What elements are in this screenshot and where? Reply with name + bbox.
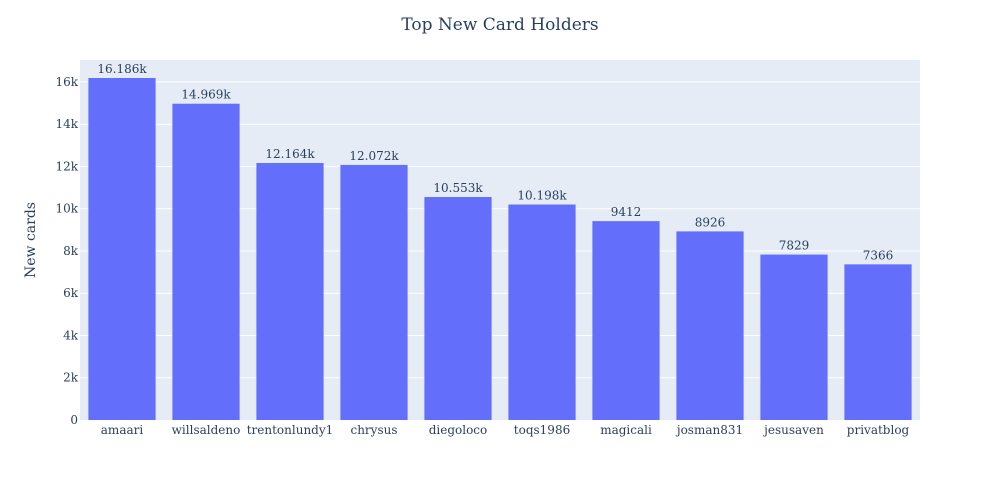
x-tick-label: diegoloco	[429, 423, 488, 437]
data-label: 7366	[863, 248, 894, 262]
y-tick-label: 10k	[55, 202, 78, 216]
data-label: 16.186k	[97, 62, 147, 76]
y-tick-label: 8k	[63, 244, 79, 258]
bar	[172, 103, 240, 420]
bar	[844, 264, 912, 420]
y-tick-label: 0	[70, 413, 78, 427]
data-label: 8926	[695, 215, 726, 229]
x-tick-label: jesusaven	[762, 423, 824, 437]
bar	[340, 164, 408, 420]
y-axis-title: New cards	[23, 202, 39, 278]
x-tick-label: willsaldeno	[172, 423, 241, 437]
x-tick-label: magicali	[600, 423, 652, 437]
x-tick-label: josman831	[675, 423, 743, 437]
y-tick-label: 14k	[55, 117, 78, 131]
bar	[256, 162, 324, 420]
data-label: 10.553k	[433, 181, 483, 195]
data-label: 10.198k	[517, 189, 567, 203]
y-tick-label: 16k	[55, 75, 78, 89]
data-label: 14.969k	[181, 88, 231, 102]
x-tick-label: toqs1986	[514, 423, 570, 437]
data-label: 12.164k	[265, 147, 315, 161]
y-tick-label: 12k	[55, 159, 78, 173]
y-axis-ticks: 0 2k 4k 6k 8k 10k 12k 14k 16k	[55, 75, 78, 427]
bar	[508, 204, 576, 420]
x-tick-label: privatblog	[847, 423, 910, 437]
x-axis-ticks: amaari willsaldeno trentonlundy1 chrysus die…	[101, 423, 910, 437]
bar	[592, 221, 660, 420]
y-tick-label: 4k	[63, 328, 79, 342]
bar	[88, 78, 156, 421]
data-label: 12.072k	[349, 149, 399, 163]
chart-title: Top New Card Holders	[401, 15, 598, 35]
data-labels: 16.186k 14.969k 12.164k 12.072k 10.553k 10.19…	[97, 62, 893, 262]
bar	[424, 197, 492, 420]
x-tick-label: trentonlundy1	[247, 423, 334, 437]
x-tick-label: chrysus	[350, 423, 397, 437]
bar	[760, 254, 828, 420]
bar	[676, 231, 744, 420]
data-label: 9412	[611, 205, 642, 219]
x-tick-label: amaari	[101, 423, 144, 437]
bars	[88, 78, 912, 421]
y-tick-label: 2k	[63, 371, 79, 385]
y-tick-label: 6k	[63, 286, 79, 300]
data-label: 7829	[779, 239, 810, 253]
